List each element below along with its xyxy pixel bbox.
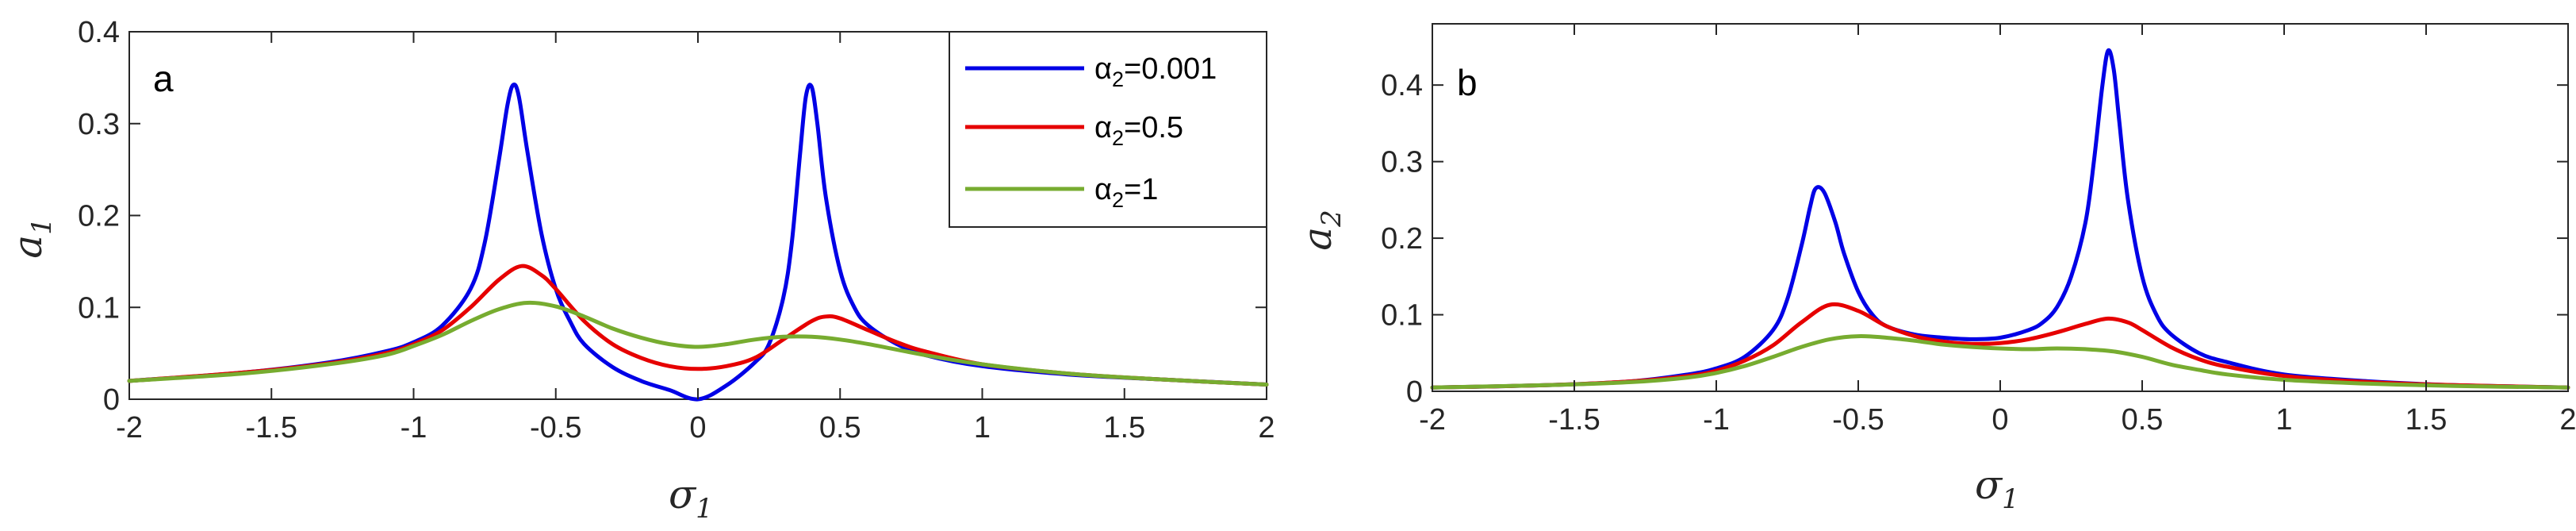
panel-a: -2 -1.5 -1 -0.5 0 0.5 1 1.5 200.10.20.30.4 a σ1 … xyxy=(5,16,1275,525)
legend-sub: 2 xyxy=(1112,67,1124,91)
svg-text:a2: a2 xyxy=(1294,210,1347,250)
x-axis-subscript: 1 xyxy=(696,493,713,525)
y-axis-label: a2 xyxy=(1294,210,1347,250)
legend-value: =0.001 xyxy=(1124,52,1217,86)
series-line-3 xyxy=(1430,334,2570,390)
y-axis-label: a1 xyxy=(5,217,58,258)
legend-entry-2: α2=0.5 xyxy=(965,111,1183,150)
y-axis-symbol: a xyxy=(5,235,51,259)
y-axis-subscript: 2 xyxy=(1316,210,1347,228)
x-axis-label: σ1 xyxy=(1975,462,2019,515)
x-tick-label: 0.5 xyxy=(819,411,861,444)
series-line-1 xyxy=(1430,48,2570,390)
y-axis-subscript: 1 xyxy=(26,217,58,235)
legend: α2=0.001 α2=0.5 α2=1 xyxy=(949,31,1267,228)
x-tick-label: 0 xyxy=(1991,403,2008,437)
legend-sub: 2 xyxy=(1112,126,1124,150)
svg-text:α2=0.001: α2=0.001 xyxy=(1094,52,1217,91)
x-tick-label: -0.5 xyxy=(530,411,581,444)
y-axis-symbol: a xyxy=(1294,227,1340,251)
legend-sub: 2 xyxy=(1112,188,1124,212)
panel-label: a xyxy=(153,58,174,99)
x-tick-label: -1 xyxy=(401,411,427,444)
x-tick-label: 1 xyxy=(2275,403,2292,437)
panel-label: b xyxy=(1457,62,1478,103)
panel-b: -2 -1.5 -1 -0.5 0 0.5 1 1.5 200.10.20.30.4 b σ1 … xyxy=(1294,23,2576,515)
series-line-3 xyxy=(127,300,1269,387)
legend-alpha: α xyxy=(1094,173,1112,206)
x-tick-label: 1.5 xyxy=(2405,403,2448,437)
x-axis-symbol: σ xyxy=(1975,462,2003,508)
legend-entry-1: α2=0.001 xyxy=(965,52,1217,91)
y-tick-label: 0 xyxy=(1406,375,1423,409)
x-tick-label: -1.5 xyxy=(246,411,297,444)
y-tick-label: 0 xyxy=(103,383,120,417)
series-layer xyxy=(1430,48,2570,390)
x-axis-subscript: 1 xyxy=(2002,483,2019,515)
x-tick-label: -0.5 xyxy=(1832,403,1884,437)
x-axis-symbol: σ xyxy=(669,471,697,518)
svg-text:a1: a1 xyxy=(5,217,58,258)
series-layer xyxy=(127,83,1269,402)
y-tick-label: 0.2 xyxy=(1381,222,1423,256)
y-tick-label: 0.4 xyxy=(1381,69,1423,102)
y-tick-label: 0.1 xyxy=(1381,299,1423,333)
x-tick-label: 0.5 xyxy=(2122,403,2164,437)
x-tick-label: 1 xyxy=(974,411,991,444)
tick-layer: -2 -1.5 -1 -0.5 0 0.5 1 1.5 2 0 0.1 0.2 0.3 0.4 xyxy=(78,16,1275,444)
x-axis-label: σ1 xyxy=(669,471,713,525)
x-tick-label: -1 xyxy=(1703,403,1730,437)
svg-text:σ1: σ1 xyxy=(1975,462,2019,515)
x-tick-label: 2 xyxy=(2559,403,2576,437)
x-tick-label: -2 xyxy=(116,411,143,444)
legend-entry-3: α2=1 xyxy=(965,173,1158,212)
y-tick-label: 0.4 xyxy=(78,16,120,49)
x-tick-label: 1.5 xyxy=(1103,411,1145,444)
x-tick-label: 0 xyxy=(689,411,706,444)
y-tick-label: 0.2 xyxy=(78,200,120,233)
series-line-2 xyxy=(1430,302,2570,390)
y-tick-label: 0.1 xyxy=(78,291,120,325)
x-tick-label: 2 xyxy=(1258,411,1275,444)
series-line-1 xyxy=(127,83,1269,402)
legend-box xyxy=(949,31,1267,228)
x-tick-label: -1.5 xyxy=(1548,403,1600,437)
svg-text:α2=1: α2=1 xyxy=(1094,173,1158,212)
tick-layer: -2 -1.5 -1 -0.5 0 0.5 1 1.5 2 0 0.1 0.2 0.3 0.4 xyxy=(1381,24,2576,437)
legend-alpha: α xyxy=(1094,111,1112,144)
y-tick-label: 0.3 xyxy=(1381,146,1423,179)
legend-value: =1 xyxy=(1124,173,1158,206)
y-tick-label: 0.3 xyxy=(78,108,120,141)
legend-value: =0.5 xyxy=(1124,111,1183,144)
x-tick-label: -2 xyxy=(1419,403,1446,437)
svg-text:α2=0.5: α2=0.5 xyxy=(1094,111,1183,150)
svg-text:σ1: σ1 xyxy=(669,471,713,525)
legend-alpha: α xyxy=(1094,52,1112,86)
